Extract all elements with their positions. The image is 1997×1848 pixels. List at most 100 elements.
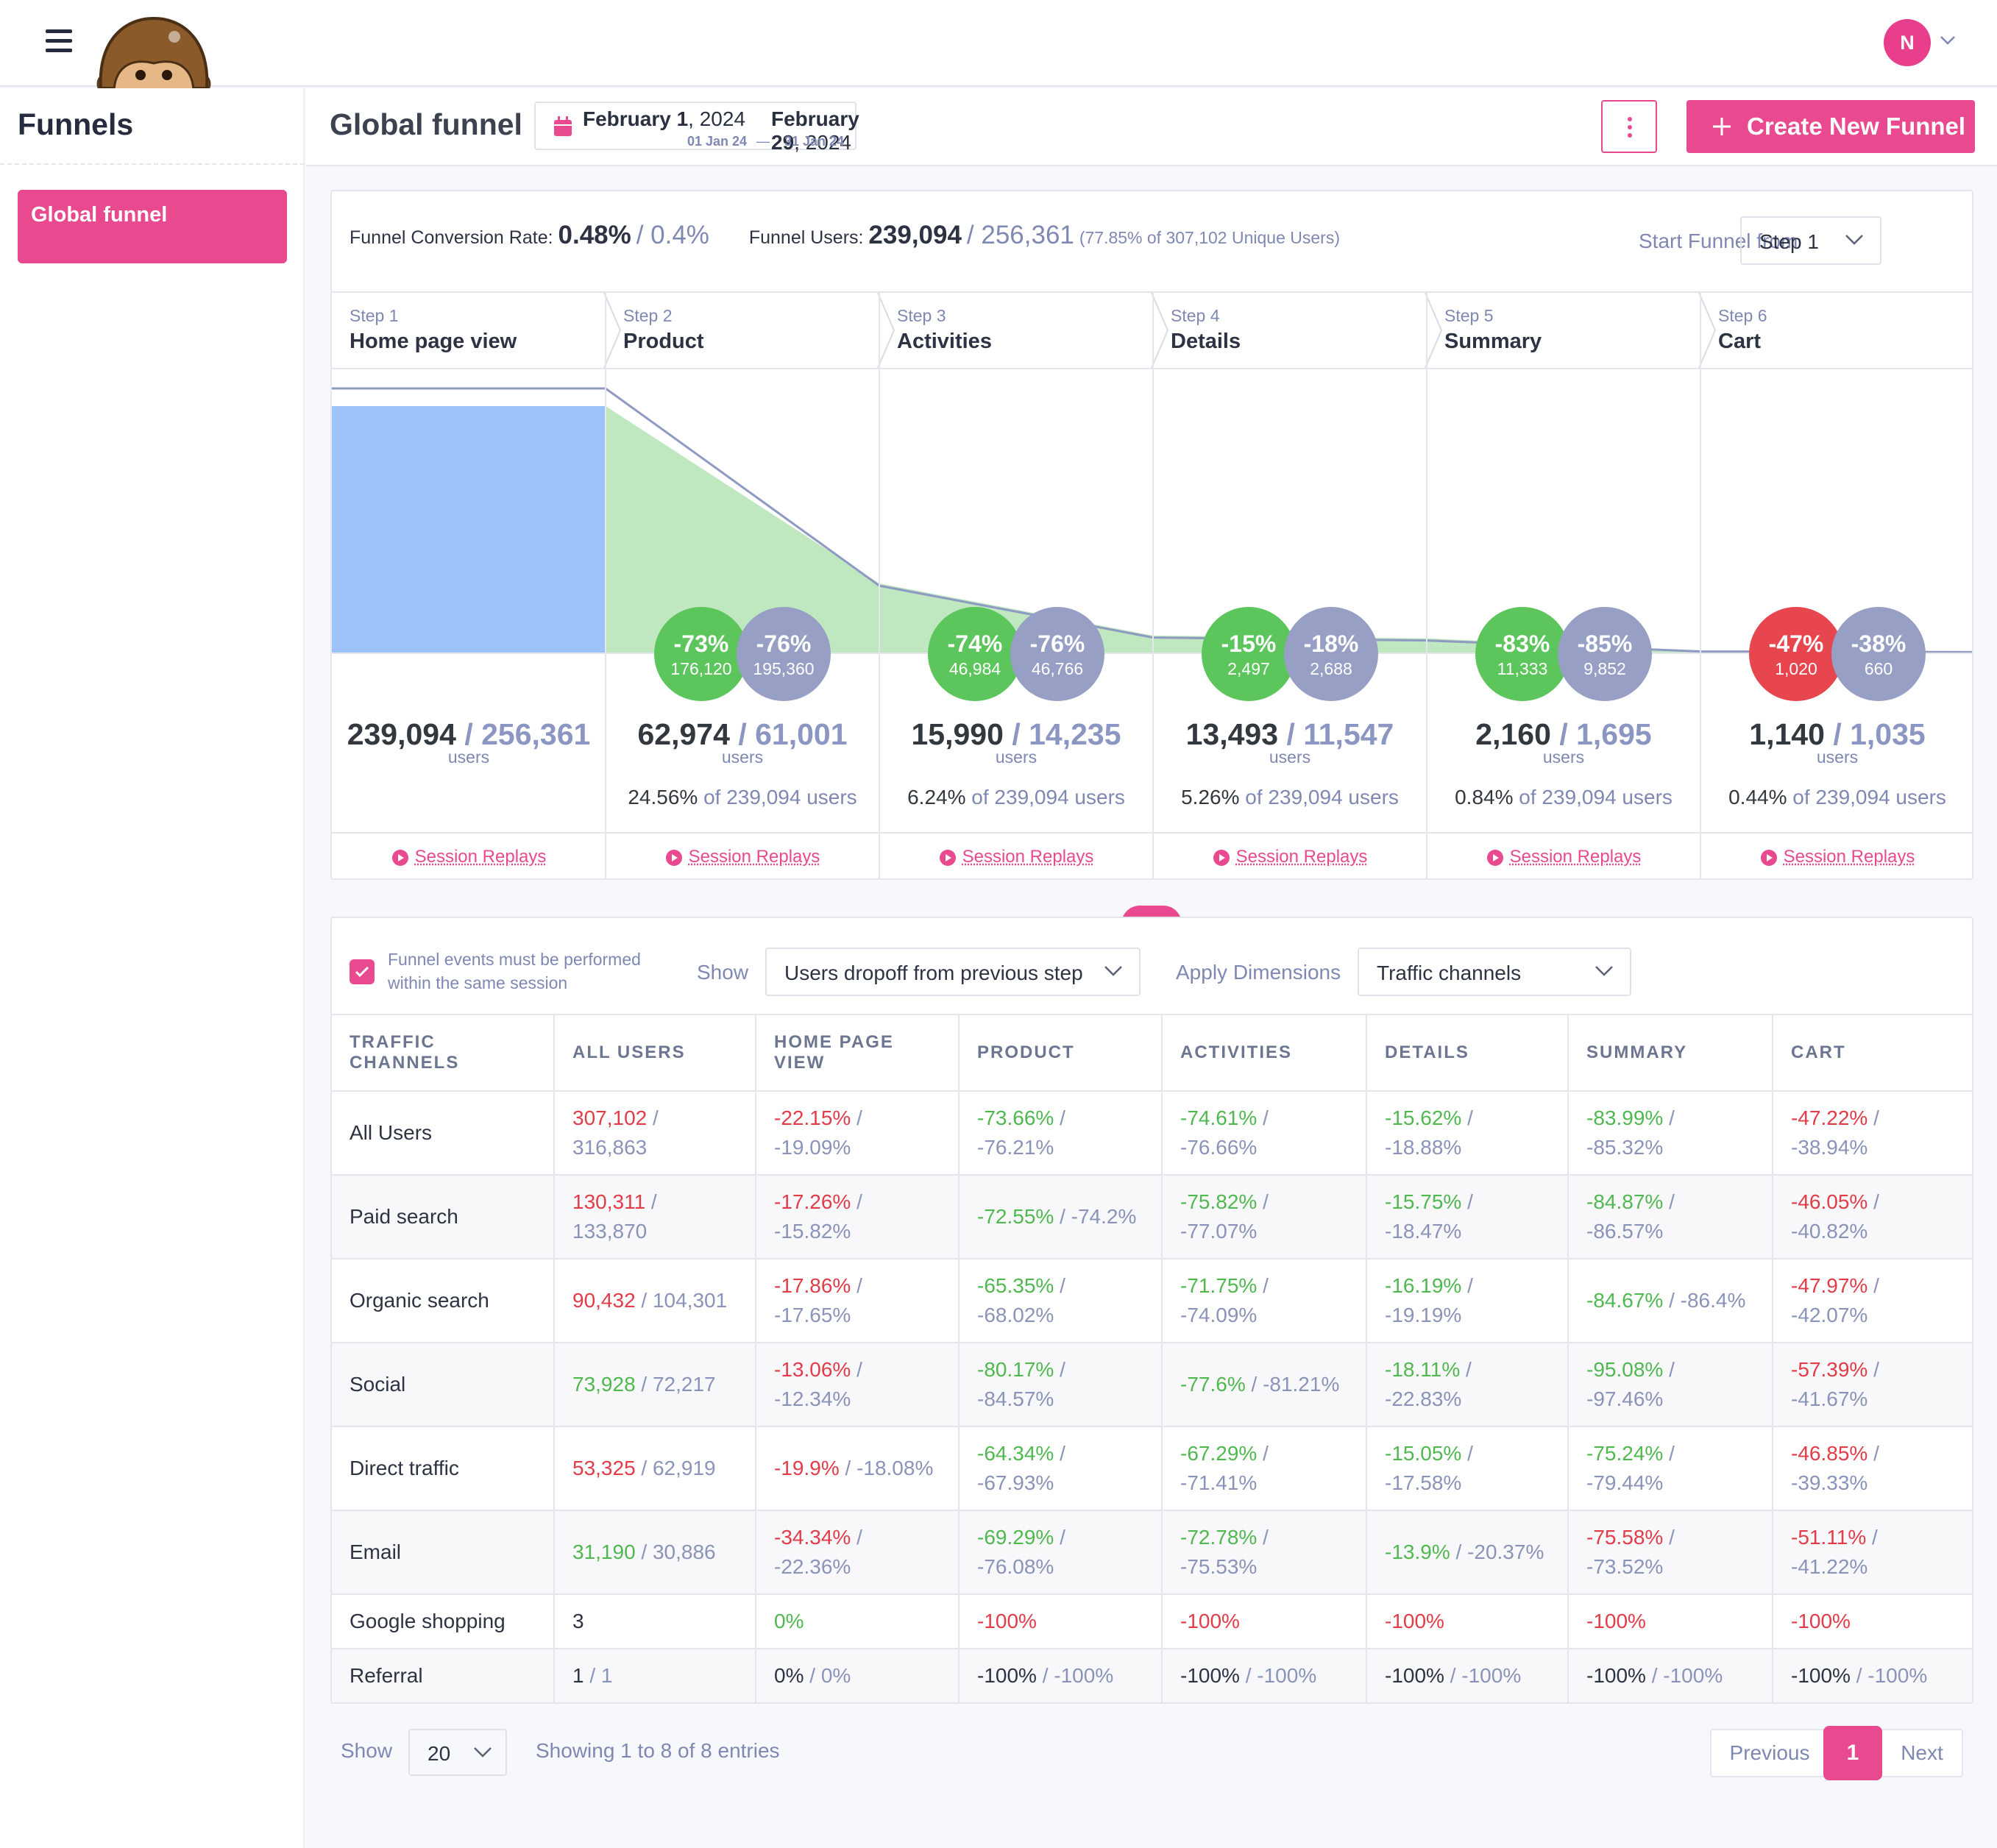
session-replays-link[interactable]: Session Replays	[1153, 834, 1427, 878]
table-cell: 0%	[756, 1594, 960, 1649]
table-cell: -77.6% / -81.21%	[1162, 1343, 1367, 1427]
dimensions-select[interactable]: Traffic channels	[1358, 948, 1631, 996]
breakdown-table: TRAFFIC CHANNELS ALL USERS HOME PAGE VIEW PRO…	[332, 1014, 1972, 1702]
step-number: Step 3	[897, 306, 946, 325]
cell-compare: -76.21%	[977, 1136, 1054, 1159]
step-users-unit: users	[1542, 747, 1585, 767]
sidebar-item-global-funnel[interactable]: Global funnel	[18, 190, 287, 263]
column-header[interactable]: SUMMARY	[1568, 1014, 1773, 1092]
cell-separator: /	[851, 1358, 862, 1381]
dropoff-count: 46,984	[948, 659, 1001, 678]
step-header-6[interactable]: Step 6 Cart	[1700, 293, 1972, 368]
step-number: Step 2	[623, 306, 673, 325]
step-users-count: 2,160 / 1,695	[1427, 717, 1700, 752]
session-replays-link[interactable]: Session Replays	[606, 834, 879, 878]
step-percentage-value: 6.24%	[907, 786, 966, 808]
date-range-picker[interactable]: February 1, 2024 01 Jan 24 — February 29…	[534, 102, 859, 154]
hamburger-menu-icon[interactable]	[46, 29, 72, 53]
column-header[interactable]: CART	[1773, 1014, 1972, 1092]
session-replays-link[interactable]: Session Replays	[1427, 834, 1700, 878]
dropoff-compare-percent: -85%	[1577, 630, 1633, 657]
step-header-3[interactable]: Step 3 Activities	[879, 293, 1153, 368]
table-cell: -18.11% / -22.83%	[1366, 1343, 1569, 1427]
next-page-button[interactable]: Next	[1882, 1729, 1963, 1777]
column-header[interactable]: HOME PAGE VIEW	[756, 1014, 960, 1092]
table-cell: -83.99% / -85.32%	[1568, 1091, 1773, 1176]
cell-value: -69.29%	[977, 1526, 1054, 1549]
same-session-label-line-2: within the same session	[388, 973, 568, 992]
table-row: Direct traffic 53,325 / 62,919 -19.9% / -1…	[332, 1426, 1972, 1511]
user-avatar[interactable]: N	[1884, 19, 1931, 66]
table-cell: -71.75% / -74.09%	[1162, 1259, 1367, 1343]
funnel-card: Funnel Conversion Rate: 0.48% / 0.4% Fun…	[330, 190, 1973, 880]
table-cell: -100%	[1773, 1594, 1972, 1649]
chevron-down-icon[interactable]	[1940, 35, 1956, 46]
session-replays-link[interactable]: Session Replays	[879, 834, 1153, 878]
table-row: Referral 1 / 1 0% / 0% -100% / -100% -100% /…	[332, 1649, 1972, 1702]
table-cell: -100%	[1162, 1594, 1367, 1649]
step-header-5[interactable]: Step 5 Summary	[1427, 293, 1700, 368]
page-size-select[interactable]: 20	[408, 1729, 507, 1776]
same-session-checkbox[interactable]	[350, 959, 375, 984]
conversion-rate-compare: / 0.4%	[636, 221, 709, 249]
table-header-row: TRAFFIC CHANNELS ALL USERS HOME PAGE VIEW PRO…	[332, 1014, 1972, 1092]
step-separator-chevron	[1151, 293, 1169, 368]
chevron-down-icon	[474, 1747, 492, 1758]
channel-name: Google shopping	[332, 1594, 555, 1649]
cell-value: -51.11%	[1791, 1526, 1867, 1549]
step-header-2[interactable]: Step 2 Product	[606, 293, 879, 368]
cell-value: -100%	[1791, 1664, 1851, 1687]
column-header[interactable]: DETAILS	[1366, 1014, 1569, 1092]
step-header-1[interactable]: Step 1 Home page view	[332, 293, 606, 368]
column-header[interactable]: TRAFFIC CHANNELS	[332, 1014, 555, 1092]
cell-compare: -86.57%	[1586, 1220, 1664, 1243]
cell-value: -64.34%	[977, 1442, 1054, 1465]
step-header-4[interactable]: Step 4 Details	[1153, 293, 1427, 368]
column-header-line-1: DETAILS	[1385, 1042, 1469, 1062]
cell-separator: /	[1054, 1106, 1065, 1129]
step-users-unit: users	[1816, 747, 1859, 767]
cell-value: 0%	[774, 1610, 804, 1632]
cell-value: -95.08%	[1586, 1358, 1664, 1381]
column-header-line-1: TRAFFIC	[350, 1032, 436, 1052]
step-users-count: 13,493 / 11,547	[1153, 717, 1427, 752]
channel-name: Email	[332, 1510, 555, 1595]
session-replays-label: Session Replays	[1783, 847, 1915, 867]
more-options-button[interactable]	[1601, 100, 1657, 153]
cell-separator: /	[635, 1373, 653, 1396]
column-header[interactable]: ACTIVITIES	[1162, 1014, 1367, 1092]
cell-value: 31,190	[572, 1540, 636, 1563]
previous-page-button[interactable]: Previous	[1710, 1729, 1828, 1777]
cell-separator: /	[1663, 1289, 1681, 1312]
start-funnel-value: Step 1	[1759, 230, 1819, 253]
funnel-users-label: Funnel Users:	[748, 227, 864, 248]
checkmark-icon	[355, 966, 369, 978]
column-header-line-1: CART	[1791, 1042, 1846, 1062]
cell-value: -84.87%	[1586, 1190, 1664, 1213]
column-header[interactable]: PRODUCT	[959, 1014, 1163, 1092]
play-circle-icon	[1760, 849, 1777, 866]
step-separator-chevron	[1425, 293, 1443, 368]
page-1-button[interactable]: 1	[1823, 1726, 1882, 1780]
cell-value: -71.75%	[1180, 1274, 1258, 1297]
step-number: Step 5	[1444, 306, 1494, 325]
step-name: Product	[623, 330, 704, 353]
cell-separator: /	[1663, 1526, 1675, 1549]
session-replays-link[interactable]: Session Replays	[1700, 834, 1972, 878]
column-divider	[1426, 291, 1427, 878]
cell-value: -34.34%	[774, 1526, 851, 1549]
column-header[interactable]: ALL USERS	[554, 1014, 756, 1092]
cell-value: -84.67%	[1586, 1289, 1664, 1312]
cell-separator: /	[1257, 1274, 1269, 1297]
cell-separator: /	[1645, 1664, 1664, 1687]
channel-name: Paid search	[332, 1175, 555, 1259]
table-cell: 53,325 / 62,919	[554, 1426, 756, 1511]
show-select[interactable]: Users dropoff from previous step	[765, 948, 1141, 996]
start-funnel-select[interactable]: Step 1	[1740, 216, 1881, 265]
create-new-funnel-button[interactable]: Create New Funnel	[1686, 100, 1975, 153]
date-end-compare: 31 Jan 24	[784, 134, 845, 149]
session-replays-link[interactable]: Session Replays	[332, 834, 606, 878]
cell-separator: /	[1866, 1526, 1878, 1549]
channel-name: Organic search	[332, 1259, 555, 1343]
cell-value: -72.78%	[1180, 1526, 1258, 1549]
